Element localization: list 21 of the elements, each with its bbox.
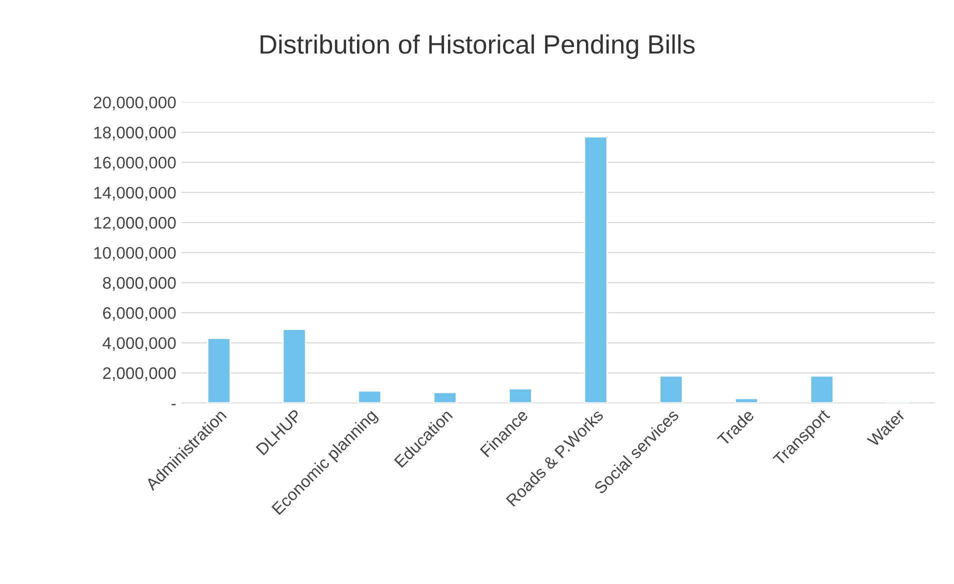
y-tick-label: 14,000,000	[94, 186, 176, 201]
y-tick-label: 18,000,000	[94, 126, 176, 140]
bar	[659, 375, 684, 403]
y-tick-label: 10,000,000	[94, 246, 176, 261]
bar	[734, 398, 759, 403]
y-tick-label: 8,000,000	[102, 277, 176, 291]
chart-title: Distribution of Historical Pending Bills	[260, 34, 695, 60]
y-tick-label: 4,000,000	[102, 337, 176, 351]
y-tick-label: 16,000,000	[94, 156, 176, 171]
bar	[584, 136, 608, 403]
bar	[358, 390, 382, 403]
y-tick-label: -	[172, 404, 176, 406]
y-tick-label: 6,000,000	[103, 307, 176, 321]
bar	[508, 388, 532, 403]
y-tick-label: 20,000,000	[94, 96, 176, 110]
y-tick-label: 2,000,000	[103, 367, 176, 382]
bar	[810, 375, 834, 403]
bar	[433, 392, 458, 403]
y-tick-label: 12,000,000	[94, 216, 176, 231]
bar	[282, 328, 306, 403]
bar	[206, 338, 231, 403]
